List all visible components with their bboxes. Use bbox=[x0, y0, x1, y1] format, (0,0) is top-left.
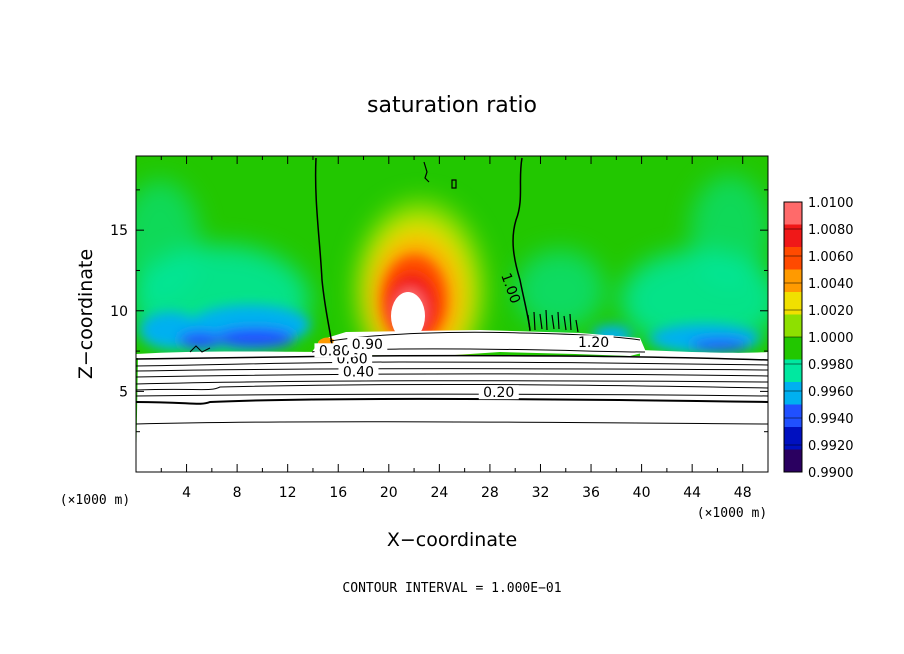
x-tick-label: 36 bbox=[582, 485, 600, 501]
colorbar-swatch bbox=[784, 382, 802, 405]
x-tick-label: 48 bbox=[734, 485, 752, 501]
heatmap-field bbox=[136, 156, 768, 472]
x-axis: 4 8 12 16 20 24 28 32 36 40 44 48 bbox=[160, 156, 752, 501]
x-tick-label: 16 bbox=[329, 485, 347, 501]
colorbar-swatch bbox=[784, 337, 802, 360]
y-axis-label: Z−coordinate bbox=[75, 249, 97, 379]
colorbar-swatch bbox=[784, 247, 802, 270]
colorbar-swatch bbox=[784, 314, 802, 338]
contour-label: 1.20 bbox=[578, 335, 609, 351]
y-tick-label: 10 bbox=[110, 304, 128, 320]
colorbar-swatch bbox=[784, 404, 802, 428]
x-tick-label: 8 bbox=[233, 485, 242, 501]
contour-labels: 0.200.400.600.80 0.90 1.201.00 bbox=[314, 271, 614, 401]
z-axis-unit: (×1000 m) bbox=[60, 493, 130, 508]
contour-label: 0.40 bbox=[343, 364, 374, 380]
colorbar-label: 0.9980 bbox=[808, 358, 854, 373]
colorbar-label: 0.9940 bbox=[808, 412, 854, 427]
contour-label: 0.80 bbox=[319, 343, 350, 359]
colorbar-swatch bbox=[784, 359, 802, 383]
colorbar-swatch bbox=[784, 202, 802, 225]
x-tick-label: 20 bbox=[380, 485, 398, 501]
contour-lines bbox=[136, 157, 768, 425]
y-axis: 5 10 15 bbox=[110, 189, 768, 433]
colorbar-label: 1.0100 bbox=[808, 196, 854, 211]
y-tick-label: 5 bbox=[119, 384, 128, 400]
x-tick-label: 28 bbox=[481, 485, 499, 501]
contour-interval-note: CONTOUR INTERVAL = 1.000E−01 bbox=[342, 581, 561, 596]
colorbar-label: 0.9960 bbox=[808, 385, 854, 400]
colorbar-swatch bbox=[784, 292, 802, 315]
colorbar-swatch bbox=[784, 427, 802, 450]
colorbar-label: 0.9920 bbox=[808, 439, 854, 454]
colorbar-label: 0.9900 bbox=[808, 466, 854, 481]
contour-label-bg bbox=[314, 343, 355, 358]
x-axis-label: X−coordinate bbox=[387, 529, 517, 551]
x-tick-label: 24 bbox=[430, 485, 448, 501]
colorbar-swatch bbox=[784, 224, 802, 248]
colorbar-swatch bbox=[784, 449, 802, 473]
x-tick-label: 40 bbox=[633, 485, 651, 501]
x-tick-label: 4 bbox=[182, 485, 191, 501]
plot-frame bbox=[135, 155, 769, 473]
colorbar-label: 1.0020 bbox=[808, 304, 854, 319]
contour-label: 0.20 bbox=[483, 385, 514, 401]
chart-title: saturation ratio bbox=[367, 93, 537, 118]
contour-label-bg bbox=[338, 364, 379, 379]
colorbar: 1.0100 1.0080 1.0060 1.0040 1.0020 1.0000 0.99… bbox=[783, 196, 854, 481]
colorbar-label: 1.0060 bbox=[808, 250, 854, 265]
x-tick-label: 12 bbox=[279, 485, 297, 501]
contour-label: 0.90 bbox=[352, 337, 383, 353]
x-axis-unit: (×1000 m) bbox=[697, 506, 767, 521]
contour-label-bg bbox=[478, 385, 519, 400]
colorbar-swatch bbox=[784, 269, 802, 293]
colorbar-label: 1.0040 bbox=[808, 277, 854, 292]
colorbar-label: 1.0000 bbox=[808, 331, 854, 346]
colorbar-label: 1.0080 bbox=[808, 223, 854, 238]
y-tick-label: 15 bbox=[110, 223, 128, 239]
x-tick-label: 32 bbox=[532, 485, 550, 501]
contour-label-bg bbox=[573, 335, 614, 350]
x-tick-label: 44 bbox=[683, 485, 701, 501]
contour-label-bg bbox=[347, 336, 388, 351]
